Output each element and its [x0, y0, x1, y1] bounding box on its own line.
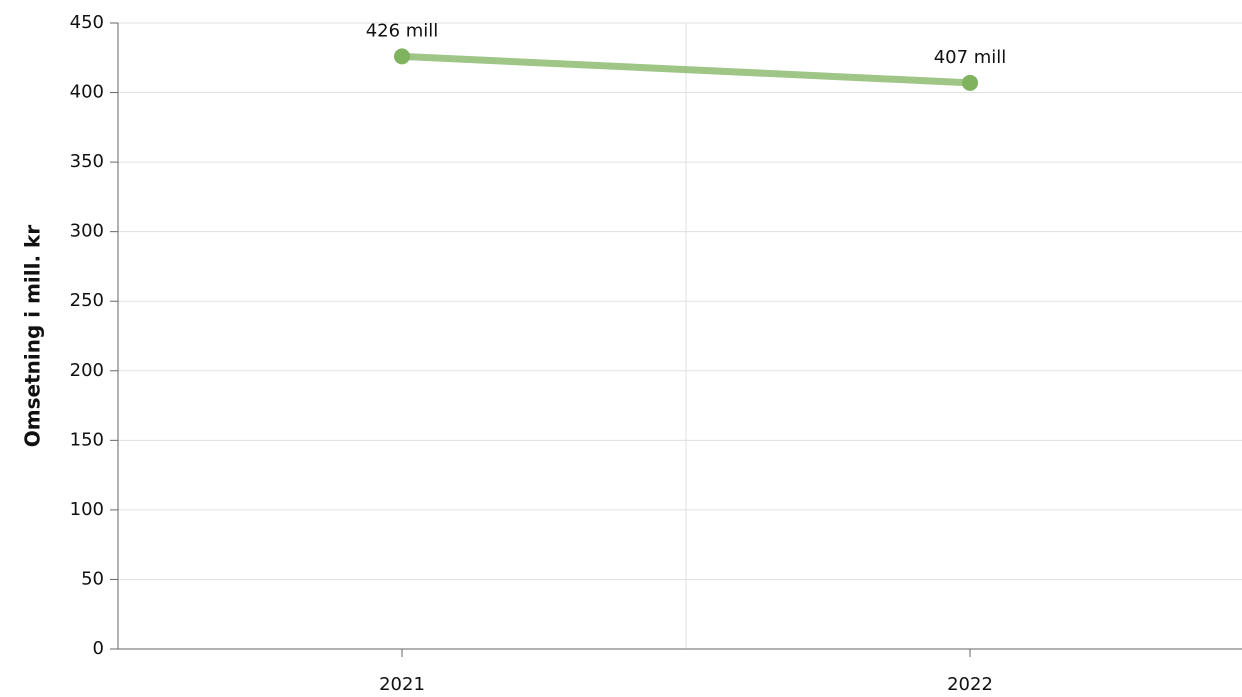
- y-tick-label: 150: [70, 429, 104, 450]
- y-tick-label: 0: [93, 638, 104, 659]
- y-tick-label: 400: [70, 82, 104, 103]
- y-axis-label: Omsetning i mill. kr: [21, 225, 45, 448]
- value-label: 426 mill: [366, 20, 439, 41]
- y-tick-label: 100: [70, 499, 104, 520]
- x-tick-label: 2021: [379, 674, 425, 695]
- x-tick-label: 2022: [947, 674, 993, 695]
- y-tick-label: 300: [70, 221, 104, 242]
- y-tick-label: 450: [70, 12, 104, 33]
- y-tick-label: 250: [70, 290, 104, 311]
- y-tick-label: 50: [81, 568, 104, 589]
- value-label: 407 mill: [934, 47, 1007, 68]
- point: [962, 74, 978, 91]
- y-tick-label: 350: [70, 151, 104, 172]
- point: [394, 48, 410, 65]
- line: [398, 52, 974, 87]
- y-tick-label: 200: [70, 360, 104, 381]
